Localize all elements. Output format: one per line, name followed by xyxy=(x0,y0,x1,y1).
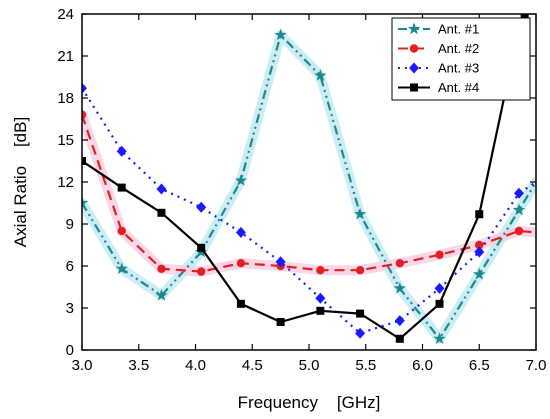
x-axis-title: Frequency [GHz] xyxy=(238,393,381,412)
y-tick-label: 24 xyxy=(57,6,74,23)
data-point-ant-4 xyxy=(435,299,444,308)
data-point-ant-3 xyxy=(82,82,87,94)
data-point-ant-3 xyxy=(513,187,524,199)
x-tick-label: 3.0 xyxy=(72,357,93,374)
data-point-ant-4 xyxy=(395,334,404,343)
legend-label-ant-1: Ant. #1 xyxy=(438,22,479,37)
data-point-ant-1 xyxy=(353,207,367,220)
series-ant-4 xyxy=(82,14,529,343)
data-point-ant-3 xyxy=(235,226,246,238)
ticks-layer: 3.0 3.5 4.0 4.5 5.0 5.5 6.0 6.5 7.0 0 3 6 9 12 15 18 21 2… xyxy=(57,6,546,374)
data-point-ant-3 xyxy=(355,327,366,339)
data-point-ant-2 xyxy=(236,259,246,268)
data-point-ant-4 xyxy=(82,157,86,165)
y-tick-label: 3 xyxy=(66,300,74,317)
data-point-ant-3 xyxy=(116,145,127,157)
data-point-ant-4 xyxy=(356,309,365,318)
data-point-ant-3 xyxy=(434,282,445,294)
data-point-ant-4 xyxy=(520,14,529,18)
data-point-ant-4 xyxy=(475,210,484,219)
data-point-ant-1 xyxy=(512,203,526,216)
legend-marker-ant-3 xyxy=(409,62,419,74)
series-layer xyxy=(82,14,536,345)
y-tick-label: 0 xyxy=(66,342,74,359)
x-tick-label: 4.0 xyxy=(185,357,206,374)
data-point-ant-2 xyxy=(355,266,365,275)
legend-marker-ant-2 xyxy=(409,44,419,53)
data-point-ant-2 xyxy=(395,259,404,268)
legend-label-ant-3: Ant. #3 xyxy=(438,61,479,76)
x-tick-label: 3.5 xyxy=(128,357,149,374)
data-point-ant-4 xyxy=(157,208,166,217)
data-point-ant-1 xyxy=(234,174,248,186)
y-tick-label: 6 xyxy=(66,258,74,275)
legend-marker-ant-1 xyxy=(407,22,421,35)
data-point-ant-2 xyxy=(196,267,206,276)
data-point-ant-1 xyxy=(115,262,128,275)
data-point-ant-1 xyxy=(314,69,327,81)
data-point-ant-3 xyxy=(156,183,167,195)
data-point-ant-1 xyxy=(82,196,89,209)
data-point-ant-3 xyxy=(474,246,485,258)
x-tick-label: 6.5 xyxy=(469,357,490,374)
series-ant-3 xyxy=(82,82,536,339)
data-point-ant-3 xyxy=(196,201,207,213)
data-point-ant-2 xyxy=(82,110,87,119)
legend-label-ant-4: Ant. #4 xyxy=(438,80,479,95)
data-point-ant-4 xyxy=(197,243,206,252)
legend-label-ant-2: Ant. #2 xyxy=(438,41,479,56)
data-point-ant-4 xyxy=(117,183,126,192)
x-tick-label: 7.0 xyxy=(526,357,547,374)
data-point-ant-1 xyxy=(393,281,406,294)
data-point-ant-1 xyxy=(473,267,486,280)
data-point-ant-3 xyxy=(315,292,326,304)
data-point-ant-2 xyxy=(316,266,325,275)
data-point-ant-2 xyxy=(157,264,166,273)
data-point-ant-1 xyxy=(155,288,168,301)
x-tick-label: 5.5 xyxy=(355,357,376,374)
y-tick-label: 12 xyxy=(57,174,74,191)
data-point-ant-3 xyxy=(275,256,286,268)
x-tick-label: 5.0 xyxy=(299,357,320,374)
legend: Ant. #1 Ant. #2 Ant. #3 Ant. #4 xyxy=(391,17,531,101)
data-point-ant-4 xyxy=(316,306,325,315)
data-point-ant-2 xyxy=(475,240,484,250)
data-point-ant-3 xyxy=(394,315,405,327)
data-point-ant-1 xyxy=(433,332,446,345)
data-point-ant-2 xyxy=(435,250,444,259)
x-tick-label: 6.0 xyxy=(412,357,433,374)
data-point-ant-4 xyxy=(236,299,245,308)
y-tick-label: 15 xyxy=(57,132,74,149)
y-tick-label: 18 xyxy=(57,90,74,107)
legend-marker-ant-4 xyxy=(410,83,418,92)
y-axis-title: Axial Ratio [dB] xyxy=(11,117,30,247)
x-tick-label: 4.5 xyxy=(242,357,263,374)
y-tick-label: 21 xyxy=(57,48,74,65)
data-point-ant-2 xyxy=(117,226,126,236)
y-tick-label: 9 xyxy=(66,216,74,233)
data-point-ant-1 xyxy=(274,28,287,41)
data-point-ant-2 xyxy=(514,226,524,236)
series-ant-2 xyxy=(82,110,536,276)
data-point-ant-4 xyxy=(276,318,285,326)
